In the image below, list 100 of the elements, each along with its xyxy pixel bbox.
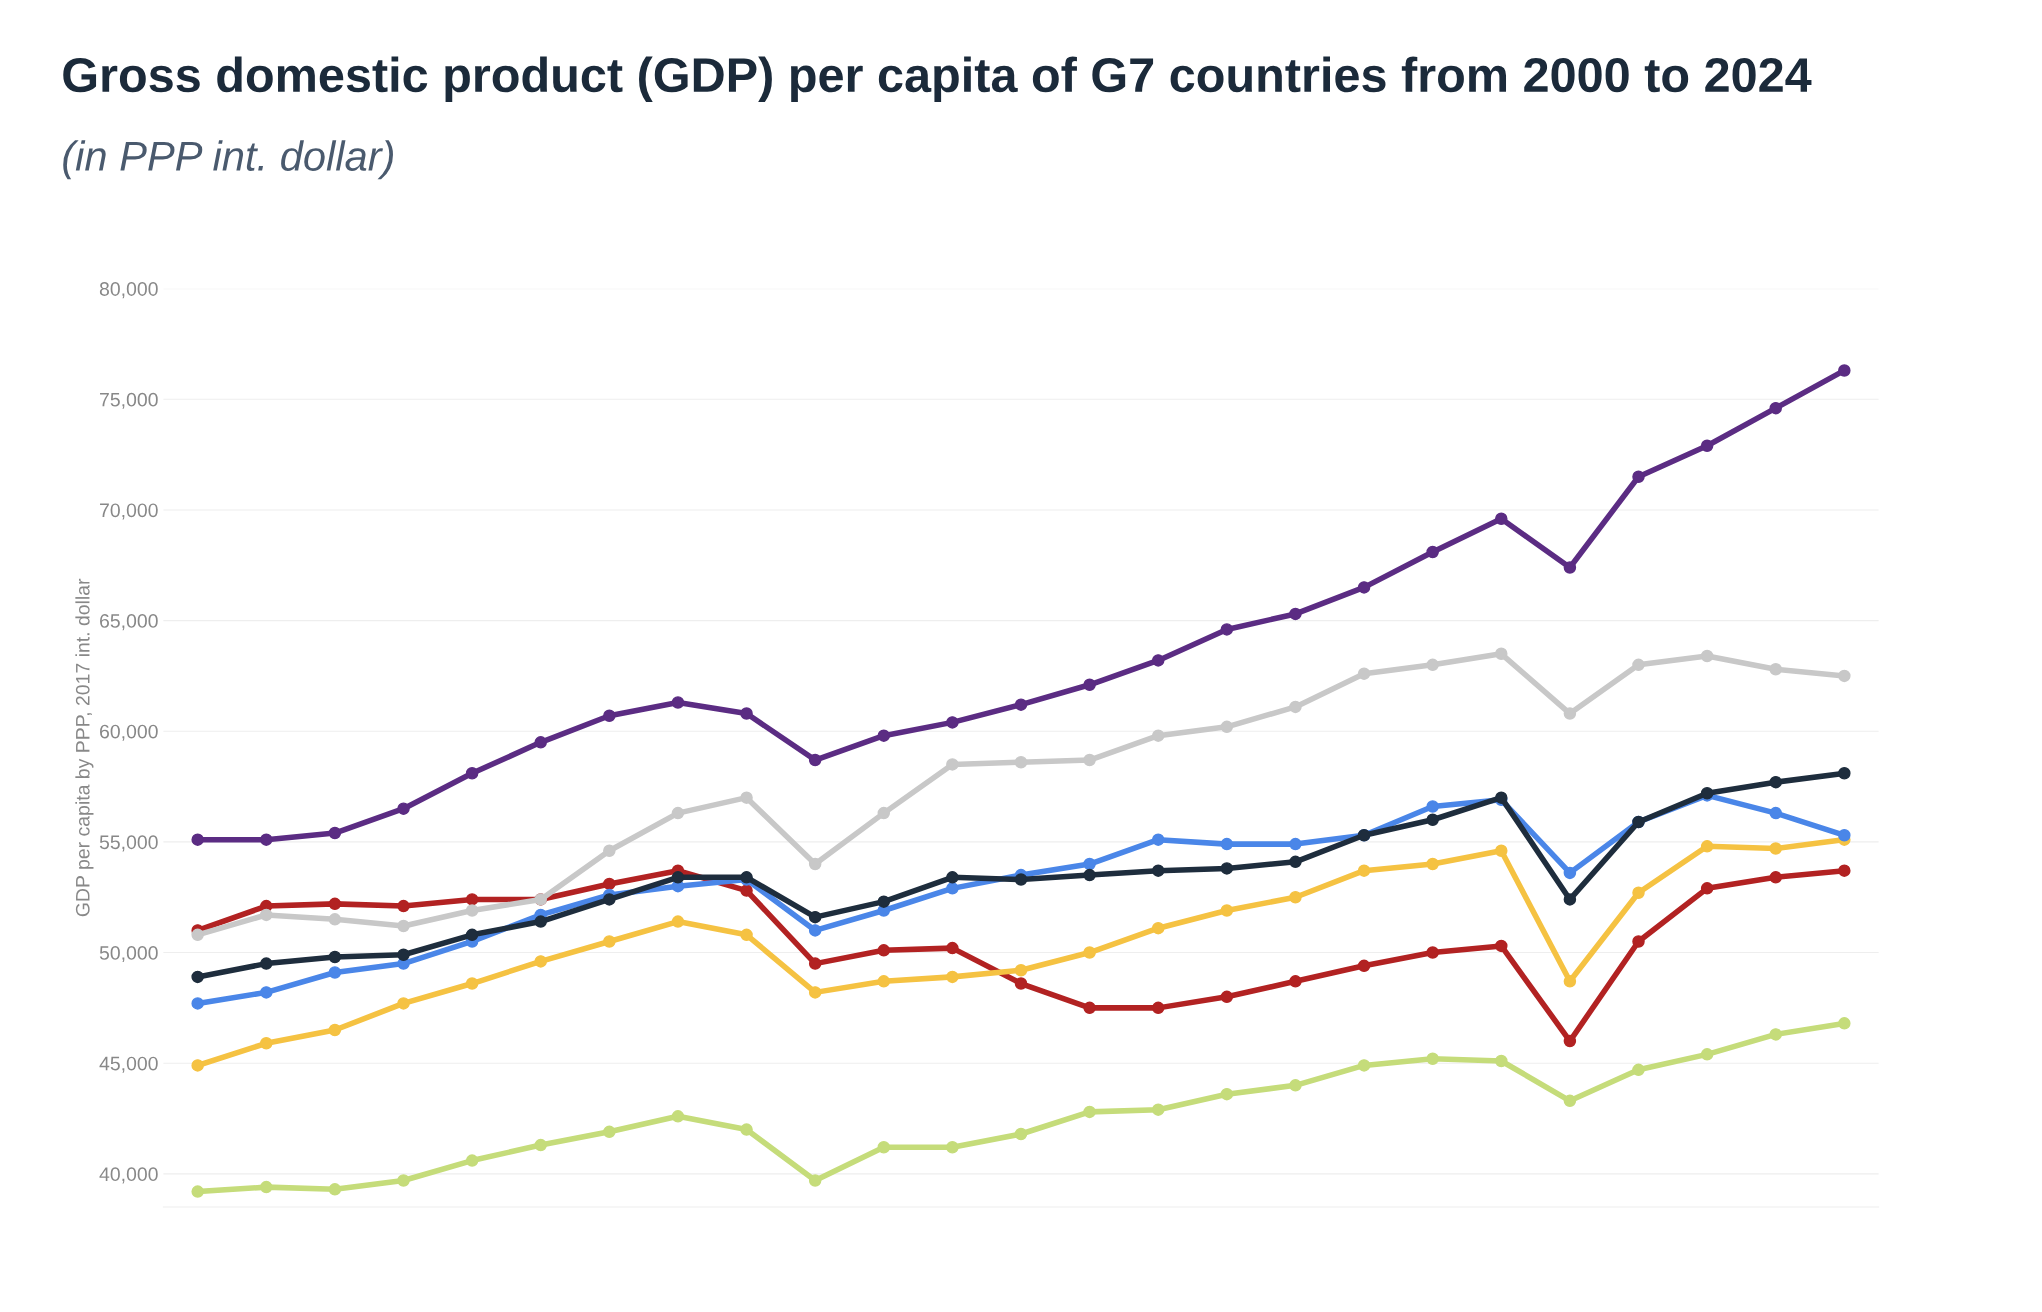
point [1220, 904, 1234, 917]
y-tick-label: 50,000 [99, 946, 158, 963]
point [1563, 975, 1577, 988]
point [1357, 959, 1371, 973]
point [1632, 470, 1645, 483]
point [877, 729, 891, 742]
point [740, 707, 753, 720]
point [603, 877, 616, 891]
point [1357, 581, 1371, 594]
point [946, 970, 959, 984]
point [1563, 707, 1577, 720]
point [1838, 829, 1851, 842]
y-tick-label: 55,000 [99, 835, 158, 852]
point [1014, 1127, 1028, 1141]
point [1563, 866, 1577, 880]
chart-subtitle: (in PPP int. dollar) [63, 140, 393, 180]
point [534, 1138, 547, 1152]
point [877, 944, 891, 957]
point [808, 986, 822, 999]
point [1769, 401, 1782, 415]
point [603, 1125, 616, 1139]
point [1632, 886, 1645, 900]
point [1014, 873, 1028, 886]
point [1495, 647, 1508, 661]
point [1495, 512, 1508, 526]
y-tick-label: 60,000 [100, 724, 158, 741]
point [1632, 935, 1645, 948]
point [1220, 623, 1234, 636]
point [1014, 698, 1028, 711]
point [191, 1059, 204, 1072]
point [465, 977, 479, 990]
point [1083, 1105, 1096, 1119]
point [191, 1185, 204, 1198]
point [1426, 658, 1439, 672]
point [1769, 775, 1782, 789]
point [465, 1154, 479, 1167]
point [1151, 1001, 1165, 1015]
point [740, 928, 753, 942]
point [946, 716, 959, 729]
point [877, 895, 891, 908]
point [671, 871, 685, 884]
point [465, 904, 479, 917]
point [808, 957, 822, 970]
point [1838, 767, 1851, 780]
point [397, 997, 410, 1010]
point [1220, 1087, 1234, 1101]
chart-title: Gross domestic product (GDP) per capita of G7 countries from 2000 to 2024 [63, 56, 1812, 102]
point [1838, 864, 1851, 877]
point [1769, 871, 1782, 884]
point [1083, 1001, 1096, 1015]
point [671, 696, 685, 709]
point [1700, 439, 1714, 453]
point [946, 871, 959, 884]
point [1220, 862, 1234, 875]
point [1426, 545, 1439, 559]
point [808, 857, 822, 871]
point [1289, 607, 1302, 621]
point [1426, 857, 1439, 871]
point [1151, 864, 1165, 877]
point [1563, 893, 1577, 906]
point [1151, 729, 1165, 742]
point [1014, 977, 1028, 990]
point [1769, 842, 1782, 855]
point [191, 833, 204, 846]
point [1838, 669, 1851, 683]
point [1289, 1079, 1302, 1092]
y-tick-label: 70,000 [100, 503, 158, 520]
point [1083, 753, 1096, 767]
point [1083, 946, 1096, 959]
point [1151, 654, 1165, 667]
point [1289, 837, 1302, 851]
point [740, 884, 753, 897]
point [465, 767, 479, 780]
point [1220, 720, 1234, 734]
y-tick-label: 65,000 [100, 614, 158, 631]
point [671, 1110, 685, 1123]
y-axis-title: GDP per capita by PPP, 2017 int. dollar [75, 578, 94, 917]
point [808, 910, 822, 924]
point [1563, 1034, 1577, 1048]
point [1700, 1048, 1714, 1061]
point [946, 758, 959, 771]
point [1289, 700, 1302, 714]
point [603, 893, 616, 906]
point [1632, 1063, 1645, 1077]
point [328, 913, 342, 926]
point [946, 941, 959, 955]
point [671, 915, 685, 928]
point [191, 928, 204, 942]
point [328, 1023, 342, 1037]
point [1357, 864, 1371, 877]
point [397, 899, 410, 913]
point [1700, 649, 1714, 663]
point [808, 924, 822, 937]
point [1151, 921, 1165, 935]
point [260, 1180, 273, 1194]
point [328, 897, 342, 911]
point [1426, 1052, 1439, 1066]
point [671, 806, 685, 820]
point [1563, 1094, 1577, 1108]
point [1357, 1059, 1371, 1072]
